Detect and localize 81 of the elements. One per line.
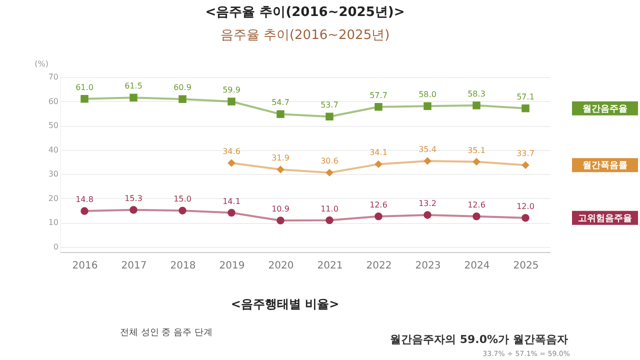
text: 월간폭음률 xyxy=(582,161,628,172)
x-tick-label: 2016 xyxy=(72,260,98,272)
point xyxy=(228,208,236,217)
data-label: 31.9 xyxy=(272,154,290,163)
point xyxy=(472,212,480,220)
x-tick-label: 2021 xyxy=(317,260,343,272)
data-label: 35.1 xyxy=(468,146,486,155)
point xyxy=(276,110,284,118)
point xyxy=(276,216,284,224)
point xyxy=(374,160,382,168)
y-tick-label: 20 xyxy=(48,194,58,203)
y-tick-label: 0 xyxy=(53,242,58,252)
data-label: 11.0 xyxy=(320,204,338,214)
point xyxy=(424,211,432,219)
point xyxy=(424,102,432,110)
data-label: 13.2 xyxy=(418,198,436,208)
point xyxy=(522,104,530,112)
point xyxy=(326,216,334,224)
y-axis-title: (%) xyxy=(34,60,48,68)
point xyxy=(228,98,236,106)
text: <음주행태별 비율> xyxy=(230,297,340,311)
data-label: 15.3 xyxy=(124,194,142,203)
data-label: 14.8 xyxy=(76,195,94,204)
data-label: 12.6 xyxy=(468,200,486,210)
x-tick-label: 2023 xyxy=(415,260,441,272)
data-label: 61.0 xyxy=(76,82,94,92)
point xyxy=(178,206,186,214)
point xyxy=(178,95,186,103)
point xyxy=(472,102,480,110)
x-tick-label: 2022 xyxy=(366,260,392,272)
data-label: 53.7 xyxy=(320,100,338,110)
data-label: 12.0 xyxy=(516,202,534,211)
data-label: 58.3 xyxy=(468,89,486,98)
point xyxy=(130,206,138,214)
data-label: 59.9 xyxy=(222,86,240,95)
y-tick-label: 30 xyxy=(48,170,58,179)
data-label: 15.0 xyxy=(174,194,192,204)
chart-subtitle: 음주율 추이(2016~2025년) xyxy=(220,28,390,43)
point xyxy=(522,214,530,222)
data-label: 34.1 xyxy=(370,148,388,158)
y-tick-label: 50 xyxy=(48,121,58,130)
text: 고위험음주율 xyxy=(578,214,632,224)
point xyxy=(80,207,88,215)
point xyxy=(374,212,382,220)
data-label: 14.1 xyxy=(222,196,240,206)
data-label: 30.6 xyxy=(320,156,338,166)
y-tick-label: 40 xyxy=(48,145,58,154)
point xyxy=(276,166,284,174)
data-label: 57.7 xyxy=(370,90,388,100)
y-tick-label: 10 xyxy=(48,218,58,228)
x-tick-label: 2018 xyxy=(170,260,196,272)
x-tick-label: 2019 xyxy=(219,260,245,272)
point xyxy=(472,158,480,166)
point xyxy=(80,94,88,103)
data-label: 61.5 xyxy=(124,82,142,91)
data-label: 58.0 xyxy=(418,90,436,100)
chart-title: <음주율 추이(2016~2025년)> xyxy=(205,5,405,20)
point xyxy=(326,168,334,177)
y-tick-label: 60 xyxy=(48,96,58,106)
data-label: 60.9 xyxy=(174,83,192,92)
point xyxy=(326,112,334,120)
text: 전체 성인 중 음주 단계 xyxy=(120,328,212,338)
x-tick-label: 2024 xyxy=(464,260,490,272)
point xyxy=(374,103,382,111)
data-label: 57.1 xyxy=(516,92,534,102)
y-tick-label: 70 xyxy=(48,72,58,82)
point xyxy=(130,94,138,102)
data-label: 10.9 xyxy=(272,204,290,214)
text: 월간음주자의 59.0%가 월간폭음자 xyxy=(390,333,568,346)
point xyxy=(424,157,432,165)
point xyxy=(522,161,530,170)
data-label: 33.7 xyxy=(516,149,534,158)
x-tick-label: 2025 xyxy=(513,260,539,272)
point xyxy=(228,159,236,167)
x-tick-label: 2017 xyxy=(121,260,147,272)
data-label: 34.6 xyxy=(222,146,240,156)
x-tick-label: 2020 xyxy=(268,260,294,272)
data-label: 12.6 xyxy=(370,200,388,210)
data-label: 54.7 xyxy=(272,98,290,108)
text: 월간음주율 xyxy=(582,104,628,114)
data-label: 35.4 xyxy=(418,145,436,154)
